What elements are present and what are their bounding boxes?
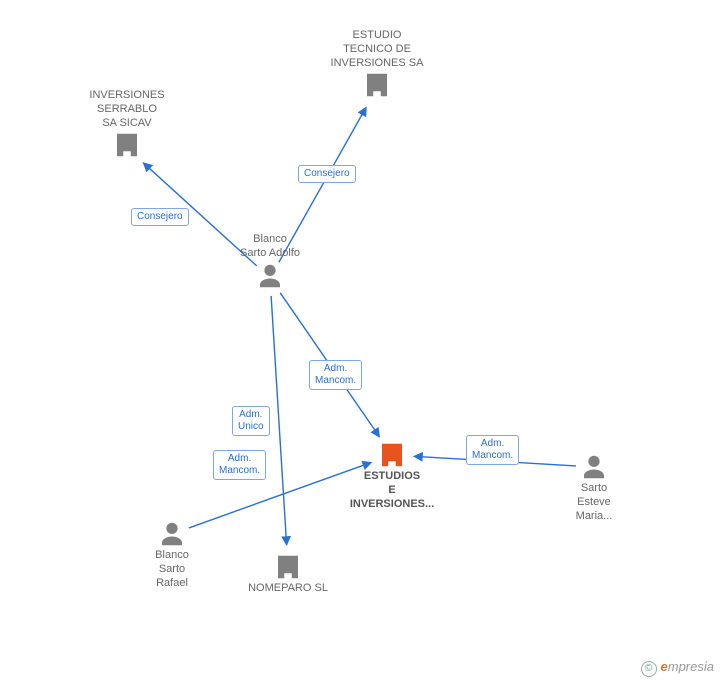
company-node-estudio[interactable]: ESTUDIOTECNICO DEINVERSIONES SA — [302, 29, 452, 100]
node-label: SartoEsteveMaria... — [519, 482, 669, 523]
node-label: NOMEPARO SL — [213, 582, 363, 596]
person-node-adolfo[interactable]: BlancoSarto Adolfo — [195, 233, 345, 291]
edge-label: Consejero — [131, 208, 189, 226]
person-node-maria[interactable]: SartoEsteveMaria... — [519, 452, 669, 523]
company-node-focus[interactable]: ESTUDIOSEINVERSIONES... — [317, 440, 467, 511]
copyright-icon: © — [641, 661, 657, 677]
person-icon — [157, 519, 187, 549]
edge-label: Adm. Unico — [232, 406, 270, 436]
node-label: ESTUDIOTECNICO DEINVERSIONES SA — [302, 29, 452, 70]
building-icon — [377, 440, 407, 470]
node-label: ESTUDIOSEINVERSIONES... — [317, 470, 467, 511]
building-icon — [112, 130, 142, 160]
edge-label: Consejero — [298, 165, 356, 183]
edge-label: Adm. Mancom. — [466, 435, 519, 465]
building-icon — [362, 70, 392, 100]
company-node-nomeparo[interactable]: NOMEPARO SL — [213, 552, 363, 596]
edge-line — [271, 296, 287, 545]
person-icon — [255, 261, 285, 291]
edge-label: Adm. Mancom. — [213, 450, 266, 480]
node-label: BlancoSarto Adolfo — [195, 233, 345, 261]
building-icon — [273, 552, 303, 582]
node-label: INVERSIONESSERRABLOSA SICAV — [52, 89, 202, 130]
company-node-serrablo[interactable]: INVERSIONESSERRABLOSA SICAV — [52, 89, 202, 160]
person-icon — [579, 452, 609, 482]
diagram-stage: { "canvas": { "width": 728, "height": 68… — [0, 0, 728, 685]
credit: ©empresia — [641, 659, 714, 677]
edge-label: Adm. Mancom. — [309, 360, 362, 390]
